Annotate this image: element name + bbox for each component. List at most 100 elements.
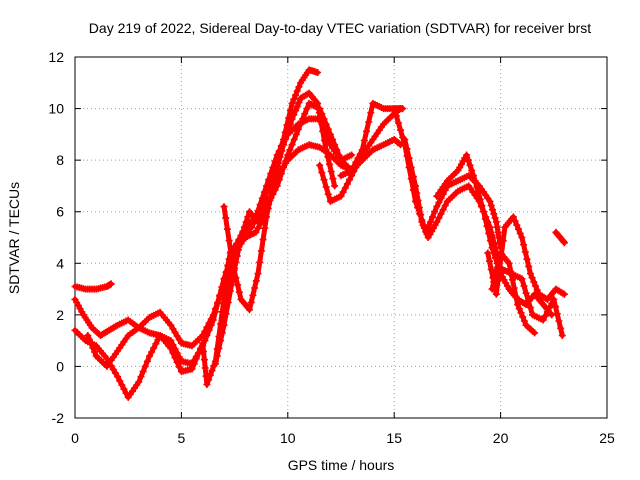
data-point-marker bbox=[413, 189, 421, 197]
series-track-m bbox=[488, 249, 539, 337]
data-point-marker bbox=[292, 130, 300, 138]
data-point-marker bbox=[552, 303, 559, 311]
data-point-marker bbox=[518, 275, 526, 283]
y-tick-label: 6 bbox=[56, 204, 64, 220]
data-point-marker bbox=[426, 218, 434, 226]
data-point-marker bbox=[513, 221, 521, 229]
data-point-marker bbox=[319, 127, 327, 135]
data-point-marker bbox=[491, 214, 499, 222]
data-point-marker bbox=[254, 207, 262, 215]
data-point-marker bbox=[392, 112, 400, 120]
data-point-marker bbox=[365, 118, 373, 126]
data-point-marker bbox=[251, 284, 259, 292]
data-point-marker bbox=[203, 381, 211, 388]
data-point-marker bbox=[407, 163, 415, 171]
data-point-marker bbox=[224, 299, 232, 306]
data-point-marker bbox=[188, 365, 196, 373]
data-point-marker bbox=[87, 340, 95, 348]
data-point-marker bbox=[403, 145, 411, 153]
data-point-marker bbox=[471, 177, 479, 185]
data-point-marker bbox=[415, 204, 423, 212]
data-point-marker bbox=[437, 194, 445, 202]
data-point-marker bbox=[518, 234, 526, 241]
data-point-marker bbox=[490, 210, 498, 218]
data-point-marker bbox=[339, 188, 347, 196]
data-point-marker bbox=[326, 160, 333, 168]
data-point-marker bbox=[481, 215, 489, 223]
data-point-marker bbox=[84, 332, 92, 339]
y-tick-label: 2 bbox=[56, 307, 64, 323]
data-point-marker bbox=[509, 276, 516, 284]
data-point-marker bbox=[356, 150, 364, 158]
data-point-marker bbox=[439, 206, 447, 214]
data-point-marker bbox=[322, 183, 330, 191]
data-point-marker bbox=[246, 306, 253, 314]
series-track-a bbox=[71, 280, 115, 293]
data-point-marker bbox=[218, 329, 226, 337]
data-point-marker bbox=[335, 151, 343, 159]
data-point-marker bbox=[280, 141, 287, 149]
data-point-marker bbox=[207, 321, 215, 329]
data-point-marker bbox=[91, 348, 99, 356]
data-point-marker bbox=[173, 332, 181, 340]
data-point-marker bbox=[214, 300, 222, 307]
data-point-marker bbox=[541, 312, 549, 320]
data-point-marker bbox=[505, 259, 513, 267]
data-point-marker bbox=[550, 295, 558, 303]
data-point-marker bbox=[240, 223, 248, 231]
data-point-marker bbox=[254, 224, 262, 232]
data-point-marker bbox=[226, 287, 234, 295]
data-point-marker bbox=[414, 196, 422, 204]
data-point-marker bbox=[234, 281, 242, 289]
data-point-marker bbox=[194, 350, 202, 357]
data-point-marker bbox=[507, 268, 515, 275]
data-point-marker bbox=[263, 213, 270, 221]
x-tick-label: 10 bbox=[280, 430, 296, 446]
data-point-marker bbox=[146, 352, 153, 360]
data-point-marker bbox=[297, 120, 305, 128]
data-point-marker bbox=[116, 377, 124, 385]
data-point-marker bbox=[528, 274, 536, 282]
data-point-marker bbox=[324, 190, 332, 198]
data-point-marker bbox=[405, 154, 413, 162]
data-point-marker bbox=[397, 126, 405, 134]
data-point-marker bbox=[286, 120, 294, 128]
data-point-marker bbox=[499, 237, 507, 245]
data-point-marker bbox=[533, 286, 541, 294]
data-point-marker bbox=[283, 130, 291, 138]
data-point-marker bbox=[473, 183, 481, 191]
data-point-marker bbox=[469, 172, 477, 180]
data-point-marker bbox=[514, 301, 522, 308]
x-axis-label: GPS time / hours bbox=[288, 457, 395, 473]
data-point-marker bbox=[293, 87, 301, 95]
data-point-marker bbox=[175, 363, 183, 371]
data-point-marker bbox=[412, 182, 419, 190]
data-point-marker bbox=[560, 238, 568, 246]
data-point-marker bbox=[489, 206, 496, 214]
data-point-marker bbox=[263, 182, 270, 190]
data-point-marker bbox=[281, 136, 289, 143]
data-point-marker bbox=[475, 189, 482, 197]
data-point-marker bbox=[299, 115, 307, 123]
data-point-marker bbox=[171, 328, 179, 336]
data-point-marker bbox=[200, 348, 207, 355]
data-point-marker bbox=[409, 173, 417, 181]
data-point-marker bbox=[256, 258, 264, 266]
data-point-marker bbox=[169, 325, 177, 333]
data-point-marker bbox=[315, 109, 323, 117]
series-track-f bbox=[220, 89, 339, 314]
data-point-marker bbox=[220, 321, 228, 329]
data-point-marker bbox=[230, 267, 238, 274]
data-point-marker bbox=[118, 381, 126, 389]
data-point-marker bbox=[259, 236, 267, 244]
y-tick-label: 0 bbox=[56, 358, 64, 374]
data-point-marker bbox=[266, 196, 274, 204]
data-point-marker bbox=[520, 317, 528, 325]
data-point-marker bbox=[288, 99, 296, 107]
x-tick-label: 15 bbox=[386, 430, 402, 446]
data-point-marker bbox=[314, 69, 322, 76]
grid bbox=[75, 57, 607, 418]
data-point-marker bbox=[254, 270, 262, 278]
data-point-marker bbox=[494, 228, 502, 236]
data-point-marker bbox=[167, 337, 175, 345]
